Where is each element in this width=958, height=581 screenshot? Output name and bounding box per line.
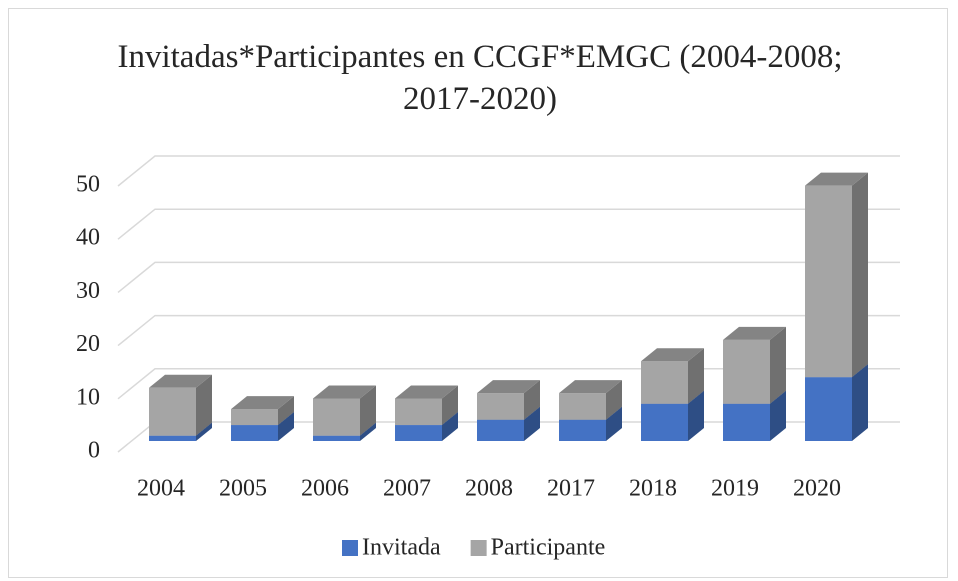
legend-swatch (342, 540, 358, 556)
bar-top (641, 348, 704, 362)
bar-front (313, 398, 360, 436)
bar-side (688, 348, 704, 404)
grid-line (117, 261, 900, 293)
bar-side (524, 380, 540, 420)
y-tick-label: 40 (76, 225, 100, 251)
x-tick-label: 2018 (629, 476, 677, 502)
y-tick-label: 0 (88, 438, 100, 464)
bar-front (641, 403, 688, 441)
bar-top (559, 380, 622, 394)
bar-top (313, 385, 376, 399)
bar-front (559, 419, 606, 441)
bar-side (442, 385, 458, 426)
bar-side (278, 412, 294, 441)
bar-side (360, 385, 376, 436)
bar-top (395, 385, 458, 399)
x-tick-label: 2019 (711, 476, 759, 502)
grid-line (117, 314, 900, 347)
x-tick-label: 2008 (465, 476, 513, 502)
chart-frame (8, 8, 948, 578)
bar-top (477, 380, 540, 394)
bar-top (805, 172, 868, 186)
bar-side (606, 380, 622, 420)
bar-front (231, 409, 278, 426)
bar-side (278, 396, 294, 426)
bar-top (231, 396, 294, 410)
bar-top (149, 374, 212, 388)
bar-side (770, 390, 786, 441)
bar-side (852, 364, 868, 441)
bar-front (149, 435, 196, 441)
legend-label: Invitada (362, 535, 441, 561)
bar-front (641, 361, 688, 404)
chart-title: Invitadas*Participantes en CCGF*EMGC (20… (117, 39, 843, 117)
bar-side (196, 374, 212, 436)
y-tick-label: 50 (76, 172, 100, 198)
bar-side (770, 326, 786, 404)
bar-front (149, 387, 196, 436)
x-tick-label: 2017 (547, 476, 595, 502)
bar-side (606, 406, 622, 441)
legend-swatch (470, 540, 487, 556)
bar-front (477, 393, 524, 420)
bar-front (723, 339, 770, 404)
bar-front (313, 435, 360, 441)
bar-front (723, 403, 770, 441)
bar-side (196, 422, 212, 441)
bar-front (395, 425, 442, 441)
grid-line (117, 208, 900, 240)
bar-front (477, 419, 524, 441)
bar-side (360, 422, 376, 441)
bar-front (559, 393, 606, 420)
grid-line (117, 155, 900, 187)
bar-front (231, 425, 278, 441)
bar-front (805, 377, 852, 441)
y-tick-label: 10 (76, 384, 100, 410)
x-tick-label: 2007 (383, 476, 431, 502)
x-tick-label: 2005 (219, 476, 267, 502)
bar-front (805, 185, 852, 378)
x-tick-label: 2020 (793, 476, 841, 502)
bar-side (688, 390, 704, 441)
y-tick-label: 20 (76, 331, 100, 357)
legend-label: Participante (491, 535, 606, 561)
bar-top (723, 326, 786, 340)
y-tick-label: 30 (76, 278, 100, 304)
bar-side (524, 406, 540, 441)
x-tick-label: 2004 (137, 476, 185, 502)
bar-side (442, 412, 458, 441)
bar-front (395, 398, 442, 426)
bar-side (852, 172, 868, 378)
x-tick-label: 2006 (301, 476, 349, 502)
